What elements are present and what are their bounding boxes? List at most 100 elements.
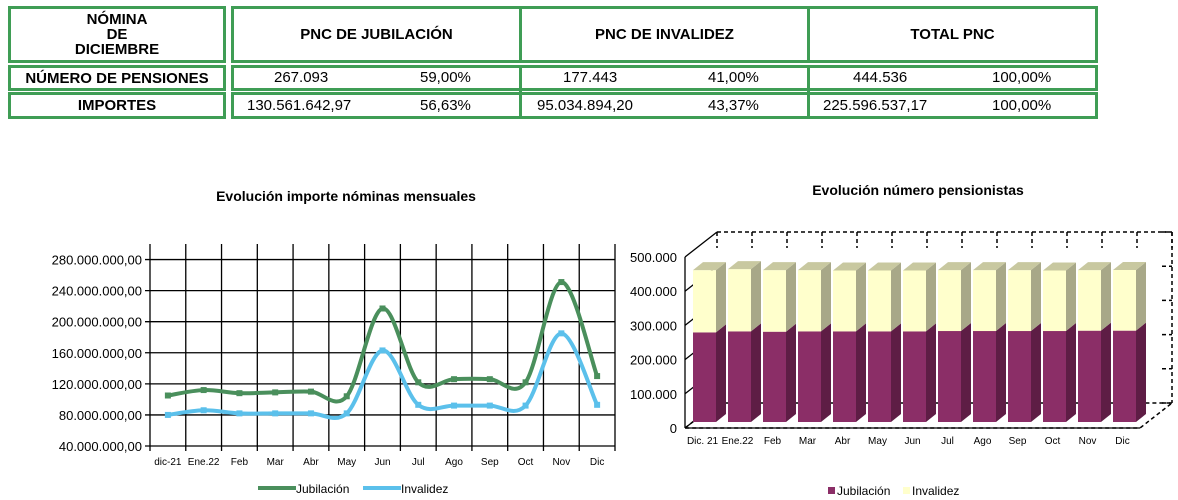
legend-label: Jubilación (837, 484, 890, 498)
data-point (451, 376, 458, 383)
x-tick-label: Dic (1115, 436, 1129, 447)
x-tick-label: Ene.22 (722, 436, 754, 447)
bar-side (891, 323, 901, 422)
bar-side (1136, 261, 1146, 331)
bar-jubilación (868, 331, 891, 422)
data-point (594, 373, 601, 380)
x-tick-label: Abr (835, 436, 851, 447)
cell: 177.443 (563, 69, 618, 86)
cell: 130.561.642,97 (247, 97, 352, 114)
bar-side (821, 323, 831, 422)
bar-jubilación (798, 331, 821, 422)
cell: 444.536 (853, 69, 908, 86)
data-point (594, 401, 601, 408)
corner-line: DICIEMBRE (74, 41, 160, 58)
bar-invalidez (763, 270, 786, 332)
bar-side (786, 323, 796, 422)
series-line-invalidez (167, 331, 599, 420)
x-tick-label: Ago (445, 457, 463, 468)
data-point (272, 389, 279, 396)
bar-side (926, 262, 936, 332)
bar-side (1101, 322, 1111, 422)
data-point (236, 390, 243, 397)
x-tick-label: Ene.22 (188, 457, 220, 468)
data-point (522, 379, 529, 386)
data-point (343, 410, 350, 417)
bar-invalidez (973, 270, 996, 332)
data-point (558, 330, 565, 337)
x-tick-label: Jul (412, 457, 425, 468)
bar-side (786, 262, 796, 332)
data-point (379, 305, 386, 312)
bar-top (833, 262, 866, 271)
bar-chart-title: Evolución número pensionistas (812, 182, 1024, 198)
x-tick-label: Jun (374, 457, 390, 468)
bar-invalidez (728, 269, 751, 332)
bar-jubilación (1078, 330, 1101, 422)
table-corner-header: NÓMINA DE DICIEMBRE (8, 6, 226, 63)
header-total: TOTAL PNC (807, 6, 1098, 63)
x-tick-label: Feb (764, 436, 782, 447)
row-importes-cells (231, 92, 1098, 119)
cell: 56,63% (420, 97, 471, 114)
bar-side (856, 262, 866, 332)
data-point (307, 388, 314, 395)
x-tick-label: Ago (974, 436, 992, 447)
bar-top (798, 262, 831, 271)
bar-invalidez (798, 270, 821, 332)
bar-side (961, 262, 971, 332)
bar-side (1066, 262, 1076, 332)
bar-side (1031, 262, 1041, 332)
x-tick-label: May (868, 436, 887, 447)
cell: 267.093 (274, 69, 329, 86)
cell: 59,00% (420, 69, 471, 86)
bar-side (716, 262, 726, 333)
legend-swatch (828, 487, 835, 494)
bar-jubilación (903, 331, 926, 422)
x-tick-label: Oct (1045, 436, 1061, 447)
bar-top (938, 262, 971, 271)
bar-side (716, 324, 726, 422)
data-point (343, 393, 350, 400)
bar-side (926, 323, 936, 422)
series-line-jubilación (167, 280, 599, 404)
data-point (522, 402, 529, 409)
line-chart-title: Evolución importe nóminas mensuales (216, 188, 476, 204)
bar-invalidez (903, 270, 926, 332)
bar-invalidez (833, 270, 856, 332)
row-label-pensiones: NÚMERO DE PENSIONES (8, 65, 226, 91)
bar-side (1136, 322, 1146, 422)
x-tick-label: May (337, 457, 356, 468)
bar-side (1031, 323, 1041, 422)
legend-label: Invalidez (912, 484, 959, 498)
x-tick-label: Sep (1009, 436, 1027, 447)
data-point (236, 410, 243, 417)
bar-top (1043, 262, 1076, 271)
x-tick-label: Jul (941, 436, 954, 447)
data-point (164, 411, 171, 418)
y-tick-label: 160.000.000,00 (52, 346, 142, 361)
x-tick-label: Dic (590, 457, 604, 468)
x-tick-label: Abr (303, 457, 319, 468)
bar-top (728, 261, 761, 270)
row-label-importes: IMPORTES (8, 92, 226, 119)
bar-top (763, 262, 796, 271)
y-tick-label: 200.000.000,00 (52, 315, 142, 330)
cell: 95.034.894,20 (537, 97, 633, 114)
data-point (486, 402, 493, 409)
data-point (486, 376, 493, 383)
corner-line: NÓMINA (86, 11, 148, 28)
y-tick (684, 231, 718, 258)
x-tick-label: Nov (552, 457, 570, 468)
y-tick-label: 200.000 (630, 353, 677, 368)
bar-invalidez (938, 270, 961, 332)
bar-side (891, 262, 901, 332)
bar-invalidez (1008, 270, 1031, 332)
bar-jubilación (938, 331, 961, 422)
y-tick-label: 500.000 (630, 250, 677, 265)
bar-side (1066, 323, 1076, 422)
y-tick-label: 100.000 (630, 387, 677, 402)
bar-side (751, 261, 761, 332)
x-tick-label: Dic. 21 (687, 436, 719, 447)
